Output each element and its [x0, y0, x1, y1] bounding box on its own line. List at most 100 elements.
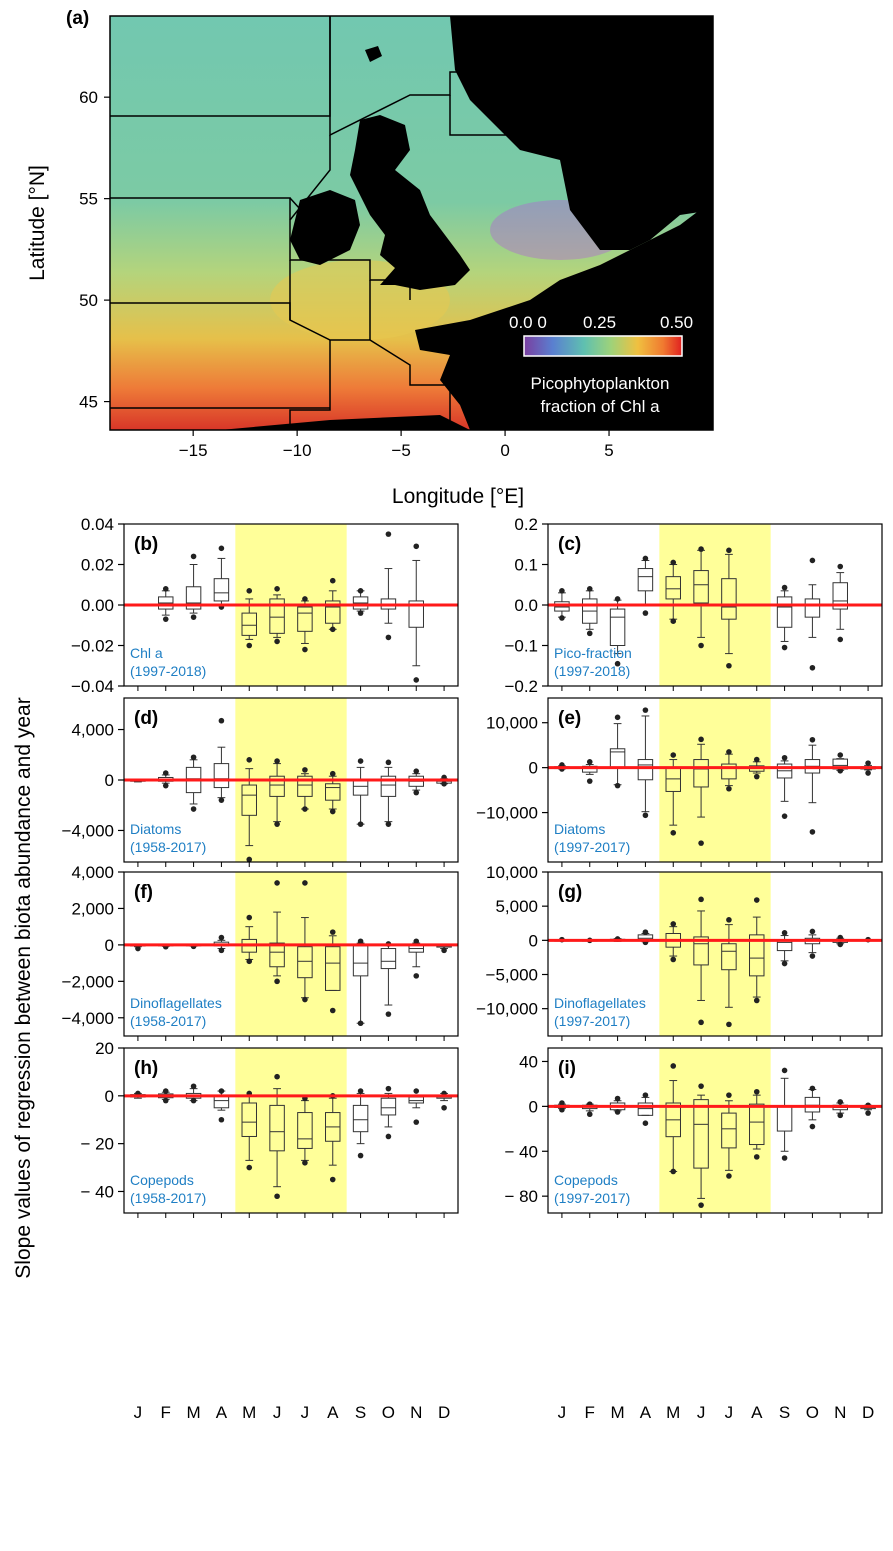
iqr-box	[637, 1102, 654, 1116]
outlier-point	[162, 770, 169, 776]
outlier-point	[246, 588, 253, 594]
outlier-point	[329, 1176, 336, 1183]
outlier-point	[809, 1085, 816, 1092]
iqr-box	[325, 600, 341, 624]
outlier-point	[385, 821, 392, 827]
outlier-point	[559, 588, 565, 594]
iqr-box	[804, 1096, 821, 1113]
box-month-11	[832, 752, 848, 774]
panel-label: (f)	[134, 882, 153, 903]
outlier-point	[441, 780, 447, 787]
outlier-point	[385, 634, 392, 641]
outlier-point	[385, 1085, 392, 1092]
outlier-point	[218, 1116, 225, 1123]
y-tick-label: −2,000	[62, 972, 114, 991]
outlier-point	[670, 1063, 677, 1069]
box-month-2	[158, 586, 174, 622]
map-panel: 0.0 0 0.25 0.50 Picophytoplankton fracti…	[26, 8, 714, 508]
outlier-point	[190, 614, 197, 620]
outlier-point	[753, 773, 760, 780]
y-tick-label: 0.00	[81, 596, 114, 615]
outlier-point	[190, 553, 197, 560]
land-shetland	[487, 90, 496, 108]
outlier-point	[614, 596, 621, 602]
box-month-11	[832, 563, 848, 643]
panel-label: (e)	[558, 708, 581, 729]
box-month-9	[776, 1067, 793, 1161]
iqr-box	[408, 600, 424, 628]
outlier-point	[726, 749, 732, 755]
box-month-7	[721, 547, 737, 669]
box-month-10	[804, 736, 821, 835]
iqr-box	[693, 936, 709, 966]
box-month-8	[749, 897, 765, 1004]
iqr-box	[325, 783, 341, 801]
outlier-point	[865, 760, 871, 766]
outlier-point	[642, 555, 649, 562]
outlier-point	[302, 880, 308, 886]
box-month-5	[241, 757, 257, 863]
box-month-4	[213, 545, 230, 610]
box-month-11	[832, 1099, 848, 1119]
outlier-point	[781, 1067, 788, 1074]
outlier-point	[413, 1119, 420, 1125]
map-y-tick-label: 55	[79, 190, 98, 209]
outlier-point	[642, 812, 649, 819]
outlier-point	[698, 1083, 704, 1089]
series-label: Diatoms	[130, 821, 181, 837]
outlier-point	[274, 978, 280, 985]
month-label: M	[242, 1403, 256, 1422]
outlier-point	[413, 789, 420, 796]
outlier-point	[218, 934, 225, 941]
iqr-box	[297, 775, 313, 797]
summer-highlight-band	[235, 1048, 347, 1213]
outlier-point	[781, 584, 788, 591]
series-label: Diatoms	[554, 821, 605, 837]
outlier-point	[809, 557, 816, 564]
month-label: J	[697, 1403, 706, 1422]
panel-label: (h)	[134, 1058, 158, 1079]
outlier-point	[190, 1097, 197, 1104]
month-label: M	[610, 1403, 624, 1422]
box-panel-c: 0.2 0.1 0.0 −0.1 −0.2 (c) Pico-fraction (1997-2…	[504, 515, 883, 696]
month-label: A	[751, 1403, 763, 1422]
outlier-point	[726, 1173, 732, 1179]
series-period-label: (1997-2017)	[554, 839, 630, 855]
y-tick-label: 2,000	[71, 899, 114, 918]
outlier-point	[726, 1021, 732, 1028]
summer-highlight-band	[235, 872, 347, 1036]
y-tick-label: 0.0	[514, 596, 538, 615]
outlier-point	[726, 1092, 732, 1098]
outlier-point	[302, 596, 308, 602]
y-tick-label: 4,000	[71, 863, 114, 882]
outlier-point	[614, 782, 621, 789]
panel-label: (b)	[134, 534, 158, 555]
iqr-box	[693, 1099, 709, 1169]
box-month-1	[554, 588, 570, 621]
iqr-box	[297, 946, 313, 979]
outlier-point	[413, 543, 420, 550]
y-tick-label: −4,000	[62, 1009, 114, 1028]
outlier-point	[586, 778, 593, 784]
outlier-point	[837, 752, 844, 758]
iqr-box	[213, 763, 230, 789]
iqr-box	[804, 598, 821, 618]
outlier-point	[698, 1019, 704, 1026]
outlier-point	[274, 880, 280, 886]
iqr-box	[241, 1102, 257, 1137]
outlier-point	[698, 840, 704, 846]
y-tick-label: 0	[529, 759, 538, 778]
y-tick-label: 0	[529, 1097, 538, 1116]
outlier-point	[837, 941, 844, 948]
box-month-10	[380, 531, 397, 641]
box-month-4	[637, 707, 654, 819]
month-label: J	[301, 1403, 310, 1422]
outlier-point	[698, 546, 704, 552]
outlier-point	[329, 626, 336, 633]
outlier-point	[726, 662, 732, 669]
outlier-point	[809, 736, 816, 743]
iqr-box	[832, 582, 848, 610]
series-label: Copepods	[554, 1172, 618, 1188]
series-label: Dinoflagellates	[130, 995, 222, 1011]
